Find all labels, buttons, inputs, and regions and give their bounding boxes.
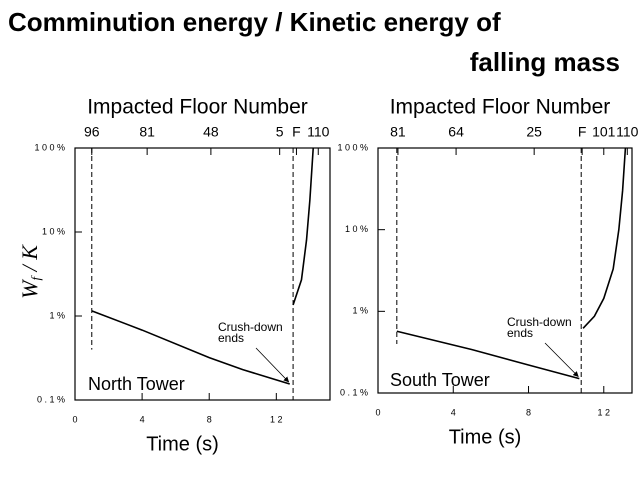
plot-frame — [377, 147, 633, 394]
top-tick-label: 64 — [448, 124, 464, 140]
title-line: Comminution energy / Kinetic energy of — [8, 7, 501, 37]
top-axis-title: Impacted Floor Number — [390, 96, 611, 119]
annotation: Crush-down — [218, 320, 283, 334]
top-tick-label: 96 — [84, 124, 100, 140]
y-axis-label: Wf / K — [17, 244, 43, 299]
y-tick-label: 1 % — [352, 306, 368, 316]
x-tick-label: 0 — [72, 414, 77, 424]
y-tick-label: 1 0 % — [42, 226, 65, 236]
x-tick-label: 1 2 — [598, 407, 611, 417]
top-tick-label: 101 — [592, 124, 616, 140]
x-tick-label: 0 — [375, 407, 380, 417]
top-tick-label: 25 — [526, 124, 542, 140]
annotation-arrow — [544, 342, 579, 378]
top-tick-label: F — [292, 124, 301, 140]
x-tick-label: 4 — [451, 407, 456, 417]
y-tick-label: 0 . 1 % — [37, 394, 65, 404]
top-tick-label: F — [578, 124, 587, 140]
top-tick-label: 48 — [203, 124, 219, 140]
x-axis-label: Time (s) — [449, 426, 522, 448]
plot-frame — [74, 147, 331, 401]
annotation: Crush-down — [507, 315, 572, 329]
top-axis-title: Impacted Floor Number — [87, 96, 308, 119]
x-axis-label: Time (s) — [146, 433, 219, 455]
top-tick-label: 110 — [616, 124, 638, 140]
top-tick-label: 110 — [307, 124, 330, 140]
y-tick-label: 1 0 0 % — [337, 142, 368, 152]
x-tick-label: 4 — [140, 414, 145, 424]
title-line: falling mass — [470, 47, 620, 77]
x-tick-label: 1 2 — [270, 414, 283, 424]
annotation: ends — [218, 331, 244, 345]
annotation-arrow — [255, 347, 290, 383]
tower-label: North Tower — [88, 374, 185, 394]
top-tick-label: 81 — [390, 124, 406, 140]
top-tick-label: 5 — [276, 124, 284, 140]
annotation: ends — [507, 326, 533, 340]
top-tick-label: 81 — [139, 124, 155, 140]
x-tick-label: 8 — [526, 407, 531, 417]
y-tick-label: 1 0 0 % — [34, 142, 65, 152]
data-line — [91, 147, 315, 385]
tower-label: South Tower — [390, 370, 490, 390]
y-tick-label: 1 0 % — [345, 224, 368, 234]
x-tick-label: 8 — [207, 414, 212, 424]
y-tick-label: 1 % — [49, 310, 65, 320]
y-tick-label: 0 . 1 % — [340, 387, 368, 397]
data-line — [396, 147, 627, 380]
